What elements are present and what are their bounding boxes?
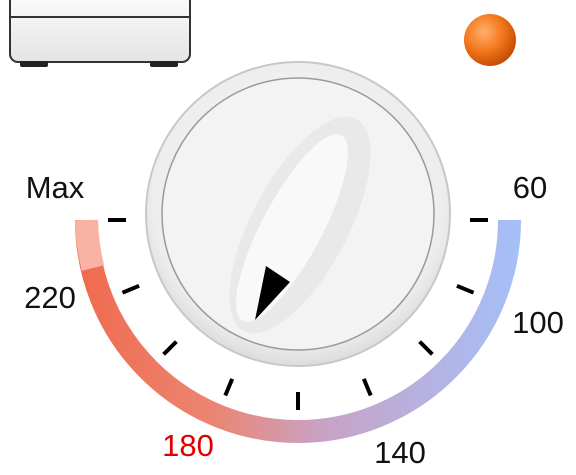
pointer <box>255 266 290 320</box>
tick <box>162 340 178 356</box>
dial-label: 100 <box>512 305 564 340</box>
knob[interactable] <box>145 61 451 367</box>
tick <box>223 378 235 397</box>
tick-marks <box>108 218 488 410</box>
dial-label: 220 <box>24 280 76 315</box>
dial-label: 180 <box>162 428 214 463</box>
dial-label: Max <box>26 170 85 205</box>
tick <box>121 283 140 295</box>
indicator-light <box>464 14 516 66</box>
tick <box>418 340 434 356</box>
max-segment <box>75 219 105 271</box>
tick <box>456 283 475 295</box>
dial-label: 140 <box>374 435 426 470</box>
temperature-arc <box>75 219 521 443</box>
oven-icon <box>9 0 191 67</box>
dial-label: 60 <box>513 170 547 205</box>
tick <box>361 378 373 397</box>
